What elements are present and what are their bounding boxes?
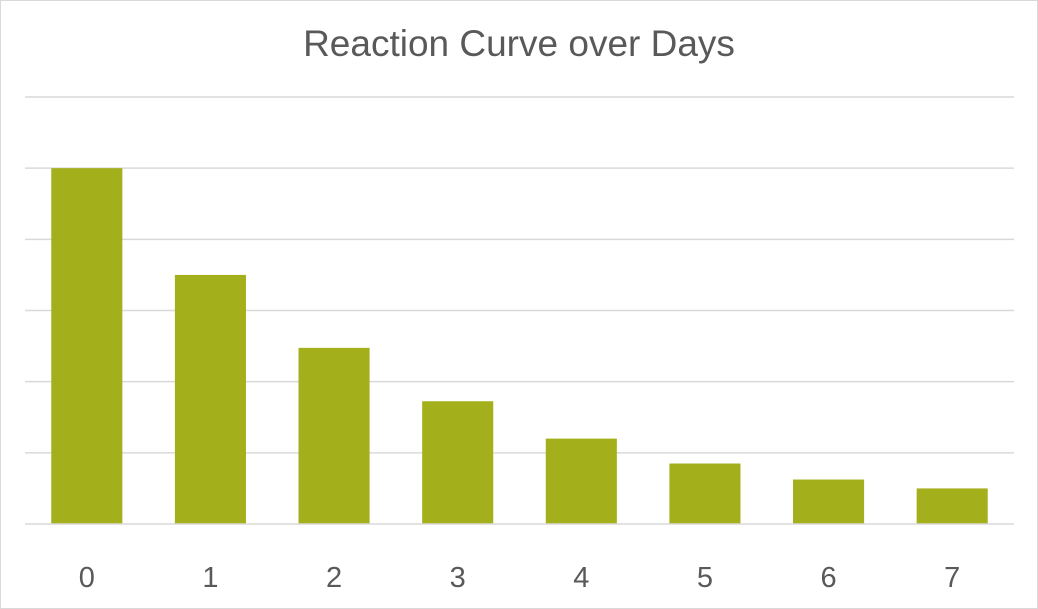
x-tick-label: 4 [573, 562, 589, 594]
bar-day-4 [545, 438, 617, 524]
x-axis: 0 1 2 3 4 5 6 7 [25, 523, 1014, 594]
x-tick-label: 3 [450, 562, 466, 594]
x-tick-label: 1 [202, 562, 218, 594]
bar-day-6 [793, 479, 865, 524]
chart-title: Reaction Curve over Days [303, 23, 735, 64]
x-tick-label: 0 [79, 562, 95, 594]
bar-day-5 [669, 463, 741, 524]
bar-day-1 [174, 274, 246, 524]
x-tick-label: 2 [326, 562, 342, 594]
bar-day-3 [422, 401, 494, 524]
bar-day-2 [298, 347, 370, 524]
x-tick-label: 6 [820, 562, 836, 594]
bar-day-7 [916, 488, 988, 524]
x-tick-label: 7 [944, 562, 960, 594]
x-tick-label: 5 [697, 562, 713, 594]
gridlines [25, 96, 1014, 454]
bar-day-0 [51, 168, 123, 524]
bars [51, 168, 988, 524]
